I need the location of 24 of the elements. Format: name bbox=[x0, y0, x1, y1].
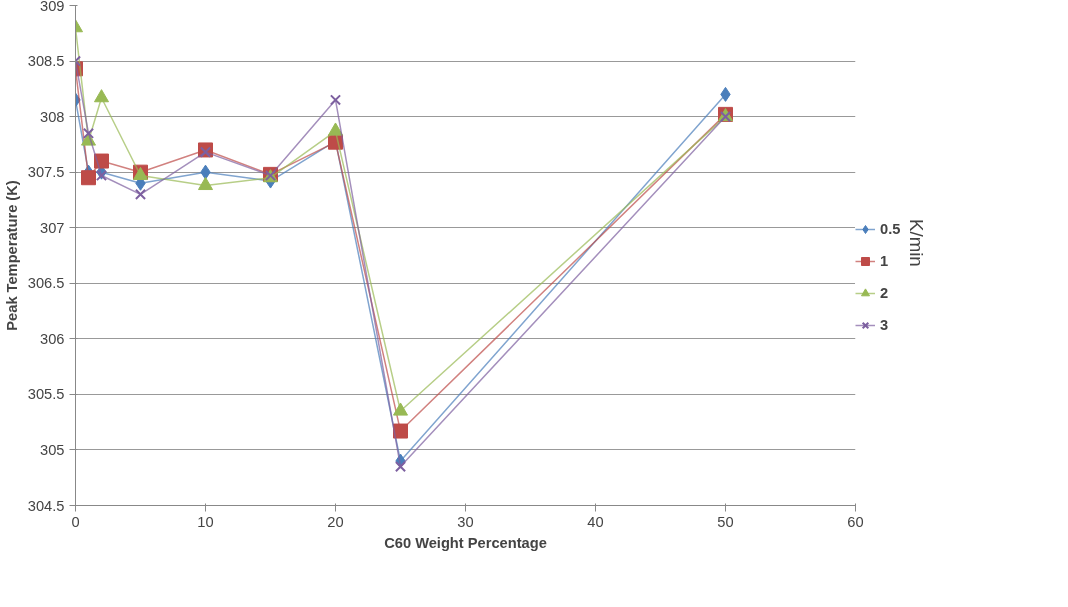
y-axis-title: Peak Temperature (K) bbox=[3, 180, 20, 331]
y-tick-label: 305.5 bbox=[27, 386, 65, 403]
x-tick-label: 50 bbox=[717, 513, 734, 530]
legend-label: 2 bbox=[880, 285, 890, 301]
y-tick-label: 304.5 bbox=[27, 497, 65, 514]
x-tick-label: 0 bbox=[71, 513, 80, 530]
y-tick-label: 307 bbox=[40, 219, 65, 236]
y-tick-label: 306.5 bbox=[27, 275, 65, 292]
legend-label: 3 bbox=[880, 317, 890, 333]
x-tick-label: 60 bbox=[847, 513, 864, 530]
y-tick-label: 309 bbox=[40, 0, 65, 14]
legend-label: 0.5 bbox=[880, 221, 901, 237]
x-tick-label: 30 bbox=[457, 513, 474, 530]
x-axis-title: C60 Weight Percentage bbox=[384, 534, 547, 551]
x-tick-label: 40 bbox=[587, 513, 604, 530]
y-tick-label: 305 bbox=[40, 441, 65, 458]
legend-title: K/min bbox=[905, 219, 928, 269]
y-tick-label: 307.5 bbox=[27, 164, 65, 181]
y-tick-label: 306 bbox=[40, 330, 65, 347]
x-tick-label: 20 bbox=[327, 513, 344, 530]
y-tick-label: 308 bbox=[40, 108, 65, 125]
legend-label: 1 bbox=[880, 253, 890, 269]
x-tick-label: 10 bbox=[197, 513, 214, 530]
y-tick-label: 308.5 bbox=[27, 53, 65, 70]
